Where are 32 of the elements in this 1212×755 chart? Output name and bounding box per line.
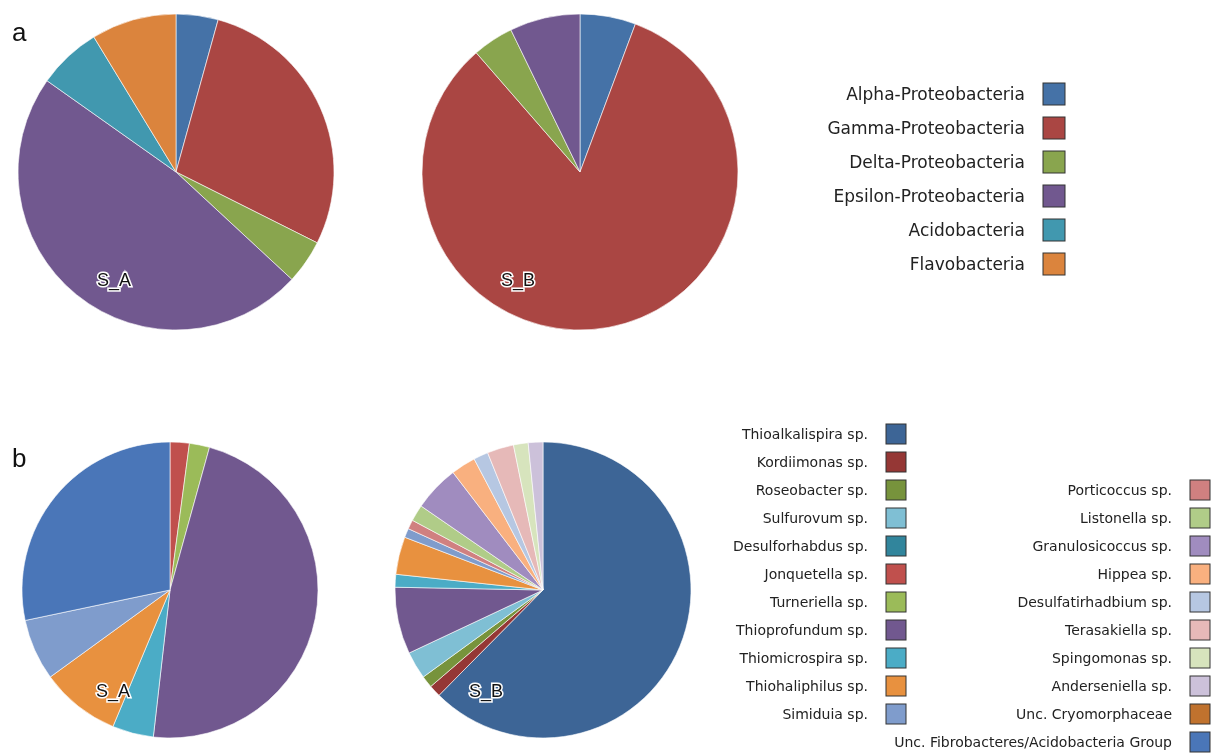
slice-label: S_B: [501, 269, 536, 291]
legend-label: Simiduia sp.: [782, 706, 868, 722]
legend-label: Unc. Fibrobacteres/Acidobacteria Group: [894, 734, 1173, 750]
legend-label: Delta-Proteobacteria: [849, 152, 1025, 172]
legend-label: Flavobacteria: [909, 254, 1025, 274]
legend-label: Kordiimonas sp.: [756, 454, 868, 470]
slice-label: S_B: [469, 680, 504, 702]
legend-label: Alpha-Proteobacteria: [846, 84, 1025, 104]
legend-label: Thioalkalispira sp.: [740, 426, 868, 442]
legend-label: Epsilon-Proteobacteria: [833, 186, 1025, 206]
legend-label: Desulfatirhadbium sp.: [1017, 594, 1172, 610]
legend-label: Turneriella sp.: [769, 594, 868, 610]
legend-label: Listonella sp.: [1080, 510, 1172, 526]
legend-label: Granulosicoccus sp.: [1032, 538, 1172, 554]
legend-label: Terasakiella sp.: [1063, 622, 1172, 638]
legend-label: Porticoccus sp.: [1067, 482, 1172, 498]
text: b: [12, 443, 27, 474]
text: a: [12, 16, 27, 47]
legend-label: Acidobacteria: [908, 220, 1025, 240]
legend-label: Sulfurovum sp.: [762, 510, 868, 526]
legend-label: Gamma-Proteobacteria: [827, 118, 1025, 138]
legend-label: Spingomonas sp.: [1051, 650, 1172, 666]
legend-label: Jonquetella sp.: [763, 566, 868, 582]
legend-label: Unc. Cryomorphaceae: [1016, 706, 1172, 722]
legend-label: Thiohaliphilus sp.: [745, 678, 868, 694]
legend-label: Thiomicrospira sp.: [738, 650, 868, 666]
legend-label: Anderseniella sp.: [1051, 678, 1172, 694]
legend-label: Hippea sp.: [1097, 566, 1172, 582]
slice-label: S_A: [97, 269, 132, 291]
legend-label: Thioprofundum sp.: [735, 622, 868, 638]
legend-label: Roseobacter sp.: [755, 482, 868, 498]
legend-label: Desulforhabdus sp.: [733, 538, 868, 554]
